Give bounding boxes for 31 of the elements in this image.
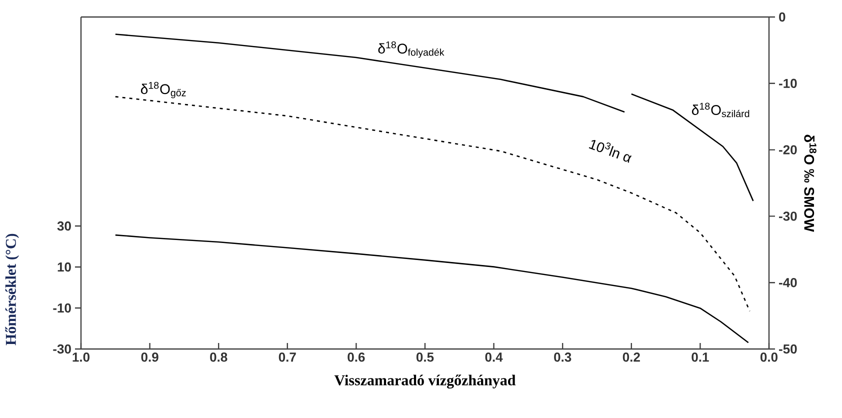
series-label: δ$^{18}$O$_{szilárd}$ xyxy=(692,102,750,118)
series-label: δ$^{18}$O$_{folyadék}$ xyxy=(378,41,444,58)
x-tick-label: 0.6 xyxy=(348,352,365,362)
y2-tick-label: -20 xyxy=(779,145,797,154)
x-axis-title: Visszamaradó vízgőzhányad xyxy=(334,374,516,389)
y2-tick-label: -10 xyxy=(779,78,797,88)
x-tick-label: 0.1 xyxy=(692,352,709,362)
y2-axis-title: δ$^{18}$O ‰ SMOW xyxy=(804,134,816,232)
x-tick-label: 0.4 xyxy=(485,352,503,362)
annotation: 10$^{3}$ln α xyxy=(588,140,632,163)
y2-tick-label: -40 xyxy=(779,278,797,288)
line-series xyxy=(630,93,754,202)
x-tick-label: 0.7 xyxy=(278,352,296,362)
y-tick-label: -10 xyxy=(53,303,71,313)
y-tick-label: 30 xyxy=(57,221,71,231)
x-tick-label: 0.2 xyxy=(622,352,640,362)
x-tick-label: 0.9 xyxy=(141,352,158,362)
x-tick-label: 0.0 xyxy=(760,352,778,362)
x-tick-label: 0.8 xyxy=(210,352,228,362)
y2-tick-label: 0 xyxy=(779,12,786,22)
x-tick-label: 0.3 xyxy=(554,352,572,362)
y-axis-title: Hőmérséklet (°C) xyxy=(5,234,19,346)
y-tick-label: -30 xyxy=(53,344,71,354)
line-series xyxy=(114,34,626,113)
series-label: δ$^{18}$O$_{gőz}$ xyxy=(140,82,186,98)
x-tick-label: 1.0 xyxy=(72,352,90,362)
x-tick-label: 0.5 xyxy=(416,352,434,362)
y2-tick-label: -30 xyxy=(779,212,797,221)
y-tick-label: 10 xyxy=(58,262,71,272)
line-series xyxy=(114,234,750,344)
y2-tick-label: -50 xyxy=(779,344,797,354)
